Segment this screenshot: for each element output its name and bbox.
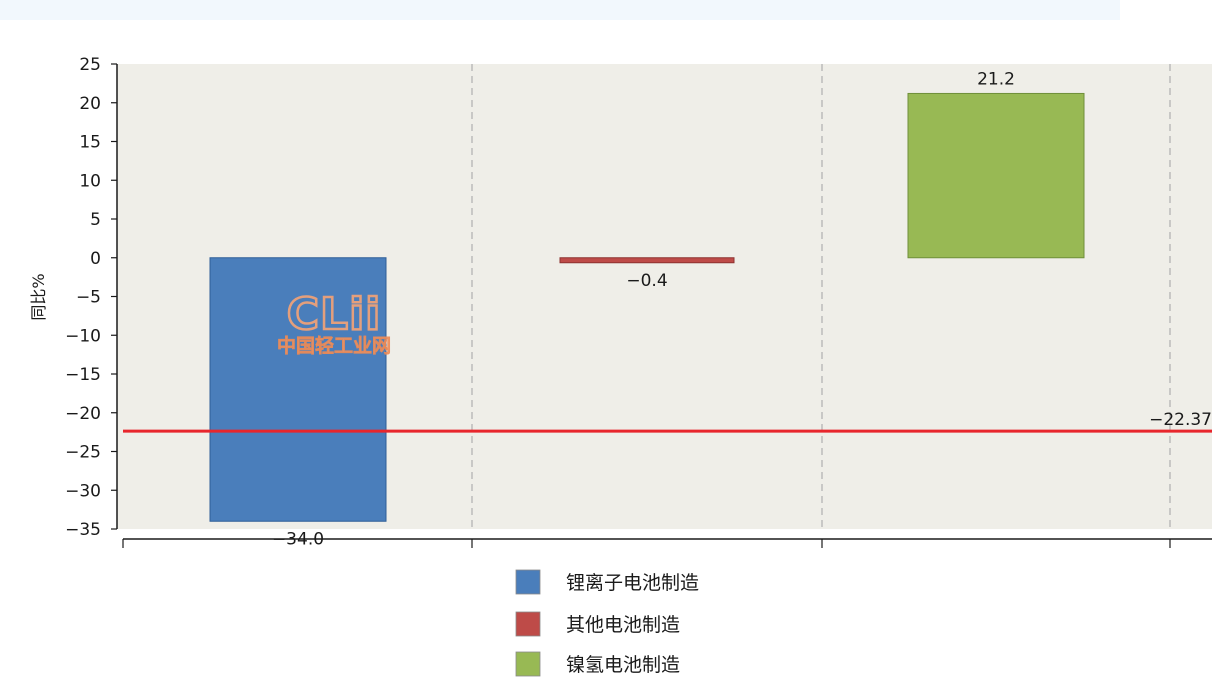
y-tick-label: −25 — [65, 443, 101, 463]
bars — [209, 92, 1085, 522]
y-tick-label: −35 — [65, 520, 101, 540]
reference-line-group: −22.37 — [123, 410, 1212, 433]
watermark-logo-subtext: 中国轻工业网 — [277, 334, 391, 357]
y-tick-label: 20 — [79, 94, 101, 114]
y-tick-label: 25 — [79, 55, 101, 75]
bar — [209, 257, 387, 522]
legend-swatch — [515, 569, 541, 595]
watermark-logo-text: CLii — [287, 289, 382, 340]
y-tick-label: 15 — [79, 133, 101, 153]
bar — [907, 92, 1085, 259]
top-band — [0, 0, 1120, 20]
y-ticks: 25 20 15 10 5 0 −5 −10 −15 −20 −25 −30 −35 — [65, 55, 117, 540]
data-labels: −34.0 −0.4 21.2 — [272, 69, 1015, 549]
y-axis-title: 同比% — [29, 273, 48, 320]
legend-swatch — [515, 651, 541, 677]
data-label: −0.4 — [626, 271, 667, 291]
y-tick-label: −30 — [65, 481, 101, 501]
legend-label: 锂离子电池制造 — [566, 572, 699, 594]
y-tick-label: −5 — [76, 288, 101, 308]
y-tick-label: −10 — [65, 326, 101, 346]
x-ticks — [122, 539, 1171, 548]
legend-label: 其他电池制造 — [566, 614, 680, 636]
bar — [559, 257, 735, 264]
legend-label: 镍氢电池制造 — [566, 654, 680, 676]
y-tick-label: 5 — [90, 210, 101, 230]
y-tick-label: 10 — [79, 171, 101, 191]
y-tick-label: −20 — [65, 404, 101, 424]
watermark-logo: CLii 中国轻工业网 — [277, 288, 392, 358]
data-label: −34.0 — [272, 529, 324, 549]
gridlines — [471, 64, 1171, 529]
legend-swatch — [515, 611, 541, 637]
y-tick-label: −15 — [65, 365, 101, 385]
data-label: 21.2 — [977, 69, 1015, 89]
y-tick-label: 0 — [90, 249, 101, 269]
reference-line-label: −22.37 — [1149, 410, 1212, 430]
